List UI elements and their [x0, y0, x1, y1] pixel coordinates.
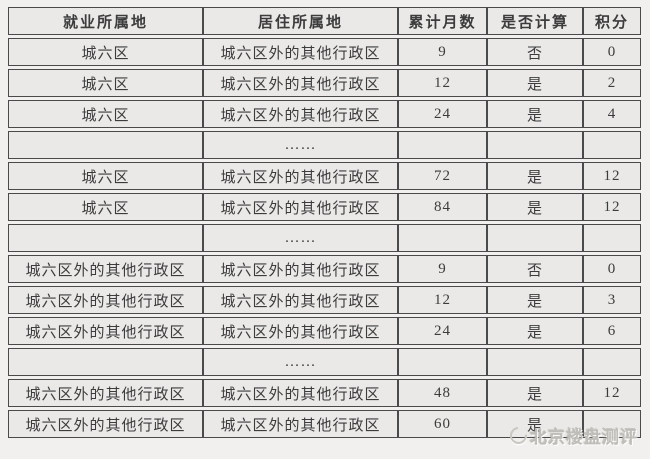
- table-row: 城六区外的其他行政区 城六区外的其他行政区 12 是 3: [8, 286, 641, 314]
- table-row: 城六区 城六区外的其他行政区 12 是 2: [8, 69, 641, 97]
- cell-months: 72: [398, 162, 487, 190]
- cell-employment: 城六区外的其他行政区: [8, 286, 203, 314]
- header-whether-counted: 是否计算: [487, 7, 583, 35]
- cell-employment: 城六区外的其他行政区: [8, 317, 203, 345]
- cell-employment: [8, 131, 203, 159]
- cell-residence: 城六区外的其他行政区: [203, 100, 398, 128]
- cell-months: 60: [398, 410, 487, 438]
- cell-employment: 城六区: [8, 69, 203, 97]
- cell-residence: 城六区外的其他行政区: [203, 410, 398, 438]
- cell-employment: 城六区: [8, 193, 203, 221]
- cell-counted: 是: [487, 162, 583, 190]
- cell-counted: 是: [487, 69, 583, 97]
- cell-months: 84: [398, 193, 487, 221]
- cell-months: [398, 348, 487, 376]
- cell-residence: 城六区外的其他行政区: [203, 286, 398, 314]
- table-row-ellipsis: ……: [8, 348, 641, 376]
- table-row: 城六区外的其他行政区 城六区外的其他行政区 24 是 6: [8, 317, 641, 345]
- header-employment-area: 就业所属地: [8, 7, 203, 35]
- cell-counted: 是: [487, 286, 583, 314]
- cell-counted: [487, 224, 583, 252]
- table-row: 城六区 城六区外的其他行政区 72 是 12: [8, 162, 641, 190]
- table-row-ellipsis: ……: [8, 131, 641, 159]
- table-header-row: 就业所属地 居住所属地 累计月数 是否计算 积分: [8, 7, 641, 35]
- table-row-ellipsis: ……: [8, 224, 641, 252]
- cell-counted: 是: [487, 379, 583, 407]
- cell-counted: 否: [487, 255, 583, 283]
- cell-employment: [8, 348, 203, 376]
- cell-residence: 城六区外的其他行政区: [203, 193, 398, 221]
- cell-months: [398, 131, 487, 159]
- cell-points: 12: [583, 379, 641, 407]
- cell-residence: 城六区外的其他行政区: [203, 162, 398, 190]
- cell-employment: [8, 224, 203, 252]
- cell-employment: 城六区: [8, 100, 203, 128]
- points-table: 就业所属地 居住所属地 累计月数 是否计算 积分 城六区 城六区外的其他行政区 …: [8, 4, 641, 441]
- cell-counted: 是: [487, 317, 583, 345]
- cell-residence: ……: [203, 348, 398, 376]
- cell-employment: 城六区外的其他行政区: [8, 255, 203, 283]
- table-row: 城六区 城六区外的其他行政区 84 是 12: [8, 193, 641, 221]
- cell-counted: 否: [487, 38, 583, 66]
- table-row: 城六区外的其他行政区 城六区外的其他行政区 48 是 12: [8, 379, 641, 407]
- cell-employment: 城六区外的其他行政区: [8, 379, 203, 407]
- cell-points: 3: [583, 286, 641, 314]
- cell-points: 0: [583, 255, 641, 283]
- cell-residence: 城六区外的其他行政区: [203, 255, 398, 283]
- cell-months: 12: [398, 69, 487, 97]
- cell-months: 48: [398, 379, 487, 407]
- cell-months: 24: [398, 100, 487, 128]
- cell-points: 4: [583, 100, 641, 128]
- cell-employment: 城六区外的其他行政区: [8, 410, 203, 438]
- cell-points: [583, 348, 641, 376]
- cell-residence: 城六区外的其他行政区: [203, 69, 398, 97]
- cell-counted: [487, 131, 583, 159]
- table-row: 城六区 城六区外的其他行政区 24 是 4: [8, 100, 641, 128]
- cell-residence: 城六区外的其他行政区: [203, 38, 398, 66]
- cell-residence: ……: [203, 224, 398, 252]
- cell-months: 9: [398, 38, 487, 66]
- header-residence-area: 居住所属地: [203, 7, 398, 35]
- table-row: 城六区外的其他行政区 城六区外的其他行政区 60 是: [8, 410, 641, 438]
- cell-points: [583, 224, 641, 252]
- table-row: 城六区外的其他行政区 城六区外的其他行政区 9 否 0: [8, 255, 641, 283]
- cell-points: 12: [583, 193, 641, 221]
- cell-points: 0: [583, 38, 641, 66]
- header-cumulative-months: 累计月数: [398, 7, 487, 35]
- cell-points: 6: [583, 317, 641, 345]
- cell-counted: 是: [487, 410, 583, 438]
- cell-employment: 城六区: [8, 38, 203, 66]
- cell-points: 2: [583, 69, 641, 97]
- cell-counted: 是: [487, 193, 583, 221]
- cell-counted: 是: [487, 100, 583, 128]
- cell-months: [398, 224, 487, 252]
- cell-residence: 城六区外的其他行政区: [203, 379, 398, 407]
- cell-points: [583, 131, 641, 159]
- header-points: 积分: [583, 7, 641, 35]
- cell-points: 12: [583, 162, 641, 190]
- cell-months: 12: [398, 286, 487, 314]
- cell-residence: 城六区外的其他行政区: [203, 317, 398, 345]
- cell-counted: [487, 348, 583, 376]
- cell-employment: 城六区: [8, 162, 203, 190]
- cell-months: 9: [398, 255, 487, 283]
- cell-points: [583, 410, 641, 438]
- cell-months: 24: [398, 317, 487, 345]
- table-row: 城六区 城六区外的其他行政区 9 否 0: [8, 38, 641, 66]
- cell-residence: ……: [203, 131, 398, 159]
